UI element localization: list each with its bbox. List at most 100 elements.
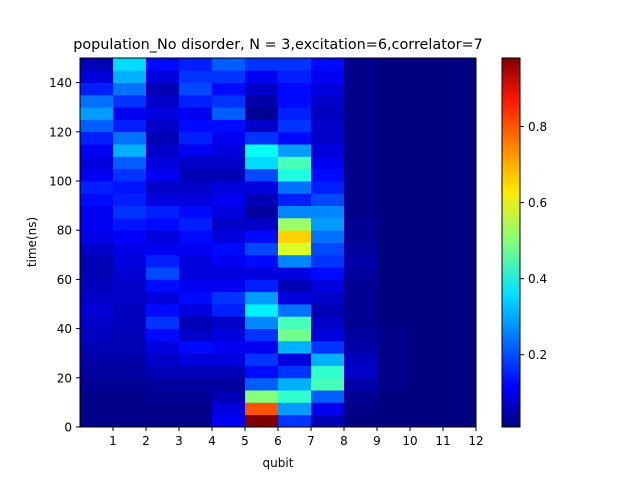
heat-cell: [146, 414, 180, 428]
heat-cell: [212, 304, 246, 317]
heat-cell: [344, 107, 378, 120]
heat-cell: [146, 353, 180, 366]
heat-cell: [113, 279, 147, 293]
colorbar-tick-label: 0.8: [528, 120, 547, 134]
colorbar-tick-label: 0.4: [528, 272, 547, 286]
heat-cell: [344, 168, 378, 182]
heat-cell: [410, 230, 444, 243]
heat-cell: [212, 414, 246, 428]
heat-cell: [146, 181, 180, 194]
heat-cell: [146, 70, 180, 83]
heat-cell: [146, 58, 180, 71]
heat-cell: [443, 107, 477, 120]
heat-cell: [179, 181, 213, 194]
heat-cell: [146, 316, 180, 329]
heat-cell: [179, 205, 213, 219]
heat-cell: [146, 107, 180, 120]
heat-cell: [311, 181, 345, 194]
heat-cell: [212, 402, 246, 416]
heat-cell: [377, 119, 411, 133]
heat-cell: [410, 168, 444, 182]
heat-cell: [179, 58, 213, 71]
heat-cell: [278, 230, 312, 243]
heat-cell: [179, 193, 213, 206]
heat-cell: [212, 365, 246, 379]
heat-cell: [80, 279, 114, 293]
heat-cell: [278, 402, 312, 416]
heat-cell: [443, 340, 477, 354]
heat-cell: [311, 304, 345, 317]
heat-cell: [80, 58, 114, 71]
heat-cell: [146, 365, 180, 379]
x-tick-label: 11: [435, 434, 450, 448]
heat-cell: [80, 181, 114, 194]
heat-cell: [113, 353, 147, 366]
heat-cell: [245, 254, 279, 268]
heat-cell: [278, 390, 312, 403]
heat-cell: [179, 353, 213, 366]
heat-cell: [146, 254, 180, 268]
heat-cell: [311, 119, 345, 133]
heat-cell: [113, 205, 147, 219]
heat-cell: [311, 70, 345, 83]
heat-cell: [179, 144, 213, 157]
heat-cell: [311, 377, 345, 391]
heat-cell: [245, 328, 279, 342]
heat-cell: [278, 328, 312, 342]
heat-cell: [410, 328, 444, 342]
heat-cell: [344, 390, 378, 403]
heat-cell: [245, 340, 279, 354]
y-tick-label: 0: [64, 421, 72, 435]
heat-cell: [245, 279, 279, 293]
heat-cell: [443, 390, 477, 403]
heat-cell: [344, 181, 378, 194]
heat-cell: [179, 304, 213, 317]
heat-cell: [179, 414, 213, 428]
y-tick-label: 60: [57, 273, 72, 287]
heat-cell: [245, 267, 279, 280]
heat-cell: [179, 107, 213, 120]
heat-cell: [377, 254, 411, 268]
heat-cell: [212, 377, 246, 391]
heat-cell: [80, 365, 114, 379]
heat-cell: [410, 94, 444, 108]
heat-cell: [113, 107, 147, 120]
heat-cell: [113, 402, 147, 416]
heat-cell: [179, 230, 213, 243]
heat-cell: [113, 181, 147, 194]
heat-cell: [311, 353, 345, 366]
heat-cell: [344, 279, 378, 293]
x-tick-label: 2: [142, 434, 150, 448]
heat-cell: [344, 217, 378, 231]
heat-cell: [344, 402, 378, 416]
heat-cell: [80, 316, 114, 329]
heat-cell: [443, 353, 477, 366]
y-tick-label: 100: [49, 175, 72, 189]
heat-cell: [146, 279, 180, 293]
x-axis-ticks: 1 2 3 4 5 6 7 8 9 10 11 12: [109, 427, 484, 448]
heat-cell: [245, 107, 279, 120]
heat-cell: [278, 304, 312, 317]
heat-cell: [344, 70, 378, 83]
x-tick-label: 12: [468, 434, 483, 448]
heat-cell: [212, 156, 246, 170]
heat-cell: [344, 144, 378, 157]
heat-cell: [212, 131, 246, 145]
heat-cell: [245, 193, 279, 206]
heat-cell: [113, 254, 147, 268]
heat-cell: [212, 230, 246, 243]
heat-cell: [377, 217, 411, 231]
heat-cell: [278, 279, 312, 293]
heat-cell: [311, 279, 345, 293]
heat-cell: [410, 144, 444, 157]
heat-cell: [443, 82, 477, 96]
heat-cell: [113, 328, 147, 342]
heat-cell: [443, 205, 477, 219]
heat-cell: [113, 144, 147, 157]
heat-cell: [443, 181, 477, 194]
heat-cell: [410, 107, 444, 120]
heat-cell: [311, 82, 345, 96]
x-axis-label: qubit: [263, 456, 294, 470]
heat-cell: [410, 353, 444, 366]
